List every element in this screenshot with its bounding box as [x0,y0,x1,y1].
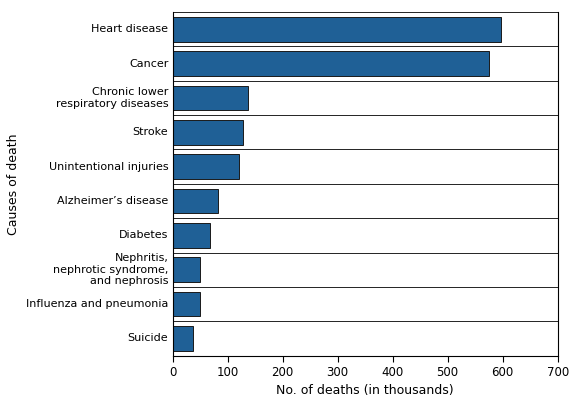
Bar [172,86,248,110]
Bar [172,154,239,179]
Bar [172,223,210,248]
Bar [172,17,501,42]
Bar [172,292,200,316]
Bar [172,326,193,351]
X-axis label: No. of deaths (in thousands): No. of deaths (in thousands) [277,385,454,398]
Bar [172,257,200,282]
Bar [172,51,489,76]
Y-axis label: Causes of death: Causes of death [7,133,20,235]
Bar [172,120,243,145]
Bar [172,189,218,213]
